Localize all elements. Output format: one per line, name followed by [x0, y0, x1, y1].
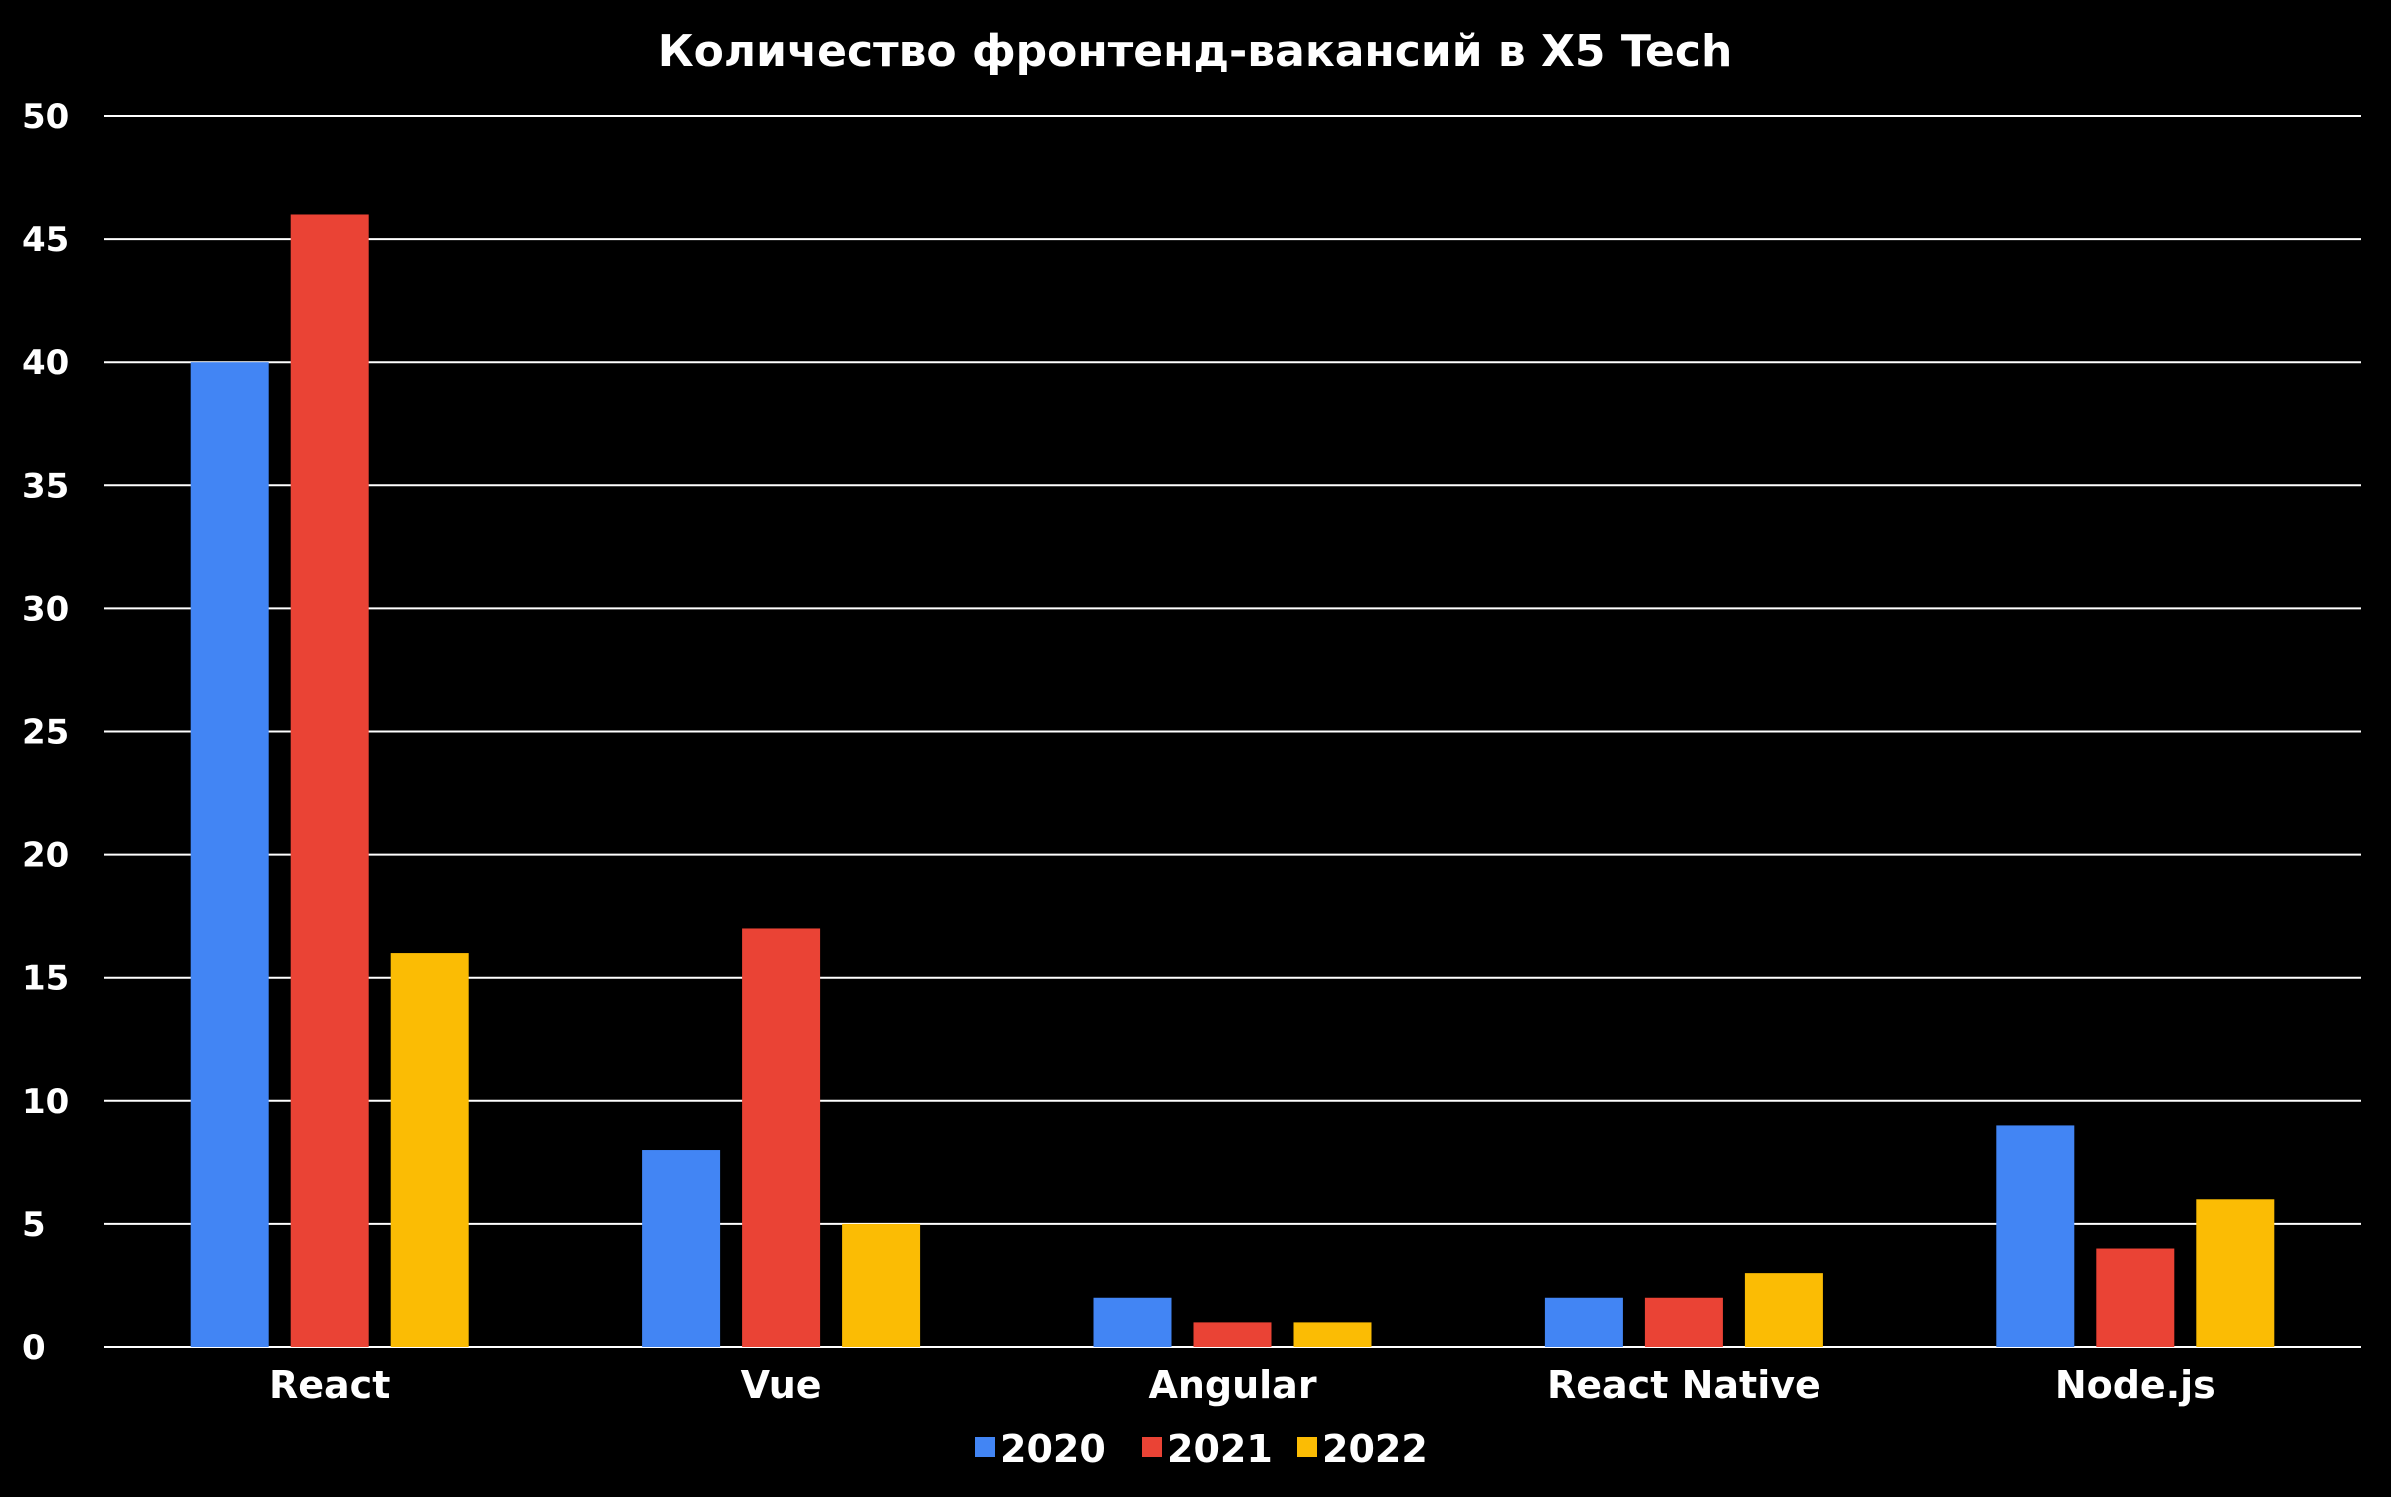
y-tick-label: 10: [22, 1082, 69, 1122]
y-tick-label: 40: [22, 343, 69, 383]
bar-node-js-2021: [2096, 1248, 2175, 1347]
y-tick-label: 35: [22, 466, 69, 506]
chart-title: Количество фронтенд-вакансий в X5 Tech: [658, 26, 1733, 77]
bar-angular-2020: [1093, 1297, 1172, 1347]
y-tick-label: 50: [22, 97, 69, 137]
bar-react-2022: [390, 953, 469, 1347]
y-tick-label: 20: [22, 836, 69, 876]
bar-react-native-2020: [1544, 1297, 1623, 1347]
legend-label-2021: 2021: [1167, 1427, 1273, 1471]
gridlines: [104, 115, 2361, 1348]
bar-vue-2020: [642, 1150, 721, 1347]
bar-vue-2022: [842, 1223, 921, 1347]
x-category-label: Angular: [1148, 1363, 1316, 1407]
y-tick-label: 45: [22, 220, 69, 260]
legend-swatch-2020: [975, 1437, 995, 1457]
bar-react-native-2022: [1744, 1273, 1823, 1347]
x-axis-labels: React Vue Angular React Native Node.js: [269, 1363, 2216, 1407]
bar-node-js-2020: [1996, 1125, 2075, 1347]
bars: [190, 214, 2275, 1348]
y-axis-ticks: 0 5 10 15 20 25 30 35 40 45 50: [22, 97, 69, 1368]
bar-vue-2021: [742, 928, 821, 1347]
legend-swatch-2021: [1142, 1437, 1162, 1457]
x-category-label: React Native: [1547, 1363, 1821, 1407]
y-tick-label: 15: [22, 959, 69, 999]
bar-react-2020: [190, 362, 269, 1347]
y-tick-label: 5: [22, 1205, 46, 1245]
bar-react-2021: [290, 214, 369, 1348]
legend-swatch-2022: [1297, 1437, 1317, 1457]
x-category-label: React: [269, 1363, 390, 1407]
y-tick-label: 25: [22, 713, 69, 753]
legend-label-2022: 2022: [1322, 1427, 1428, 1471]
bar-react-native-2021: [1644, 1297, 1723, 1347]
y-tick-label: 30: [22, 589, 69, 629]
legend: 2020 2021 2022: [975, 1427, 1428, 1471]
bar-node-js-2022: [2196, 1199, 2275, 1347]
x-category-label: Node.js: [2055, 1363, 2216, 1407]
bar-angular-2021: [1193, 1322, 1272, 1347]
legend-label-2020: 2020: [1000, 1427, 1106, 1471]
x-category-label: Vue: [741, 1363, 822, 1407]
bar-angular-2022: [1293, 1322, 1372, 1347]
y-tick-label: 0: [22, 1328, 46, 1368]
